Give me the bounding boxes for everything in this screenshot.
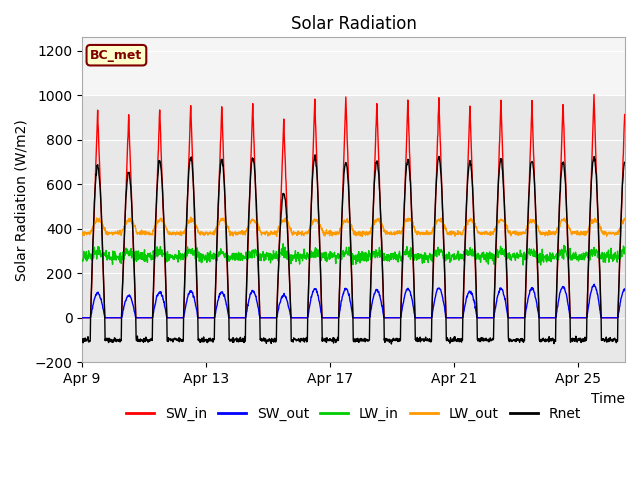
Bar bbox=[82, 37, 625, 95]
Legend: SW_in, SW_out, LW_in, LW_out, Rnet: SW_in, SW_out, LW_in, LW_out, Rnet bbox=[120, 402, 587, 427]
Y-axis label: Solar Radiation (W/m2): Solar Radiation (W/m2) bbox=[15, 119, 29, 281]
X-axis label: Time: Time bbox=[591, 392, 625, 406]
Text: BC_met: BC_met bbox=[90, 48, 143, 62]
Title: Solar Radiation: Solar Radiation bbox=[291, 15, 417, 33]
